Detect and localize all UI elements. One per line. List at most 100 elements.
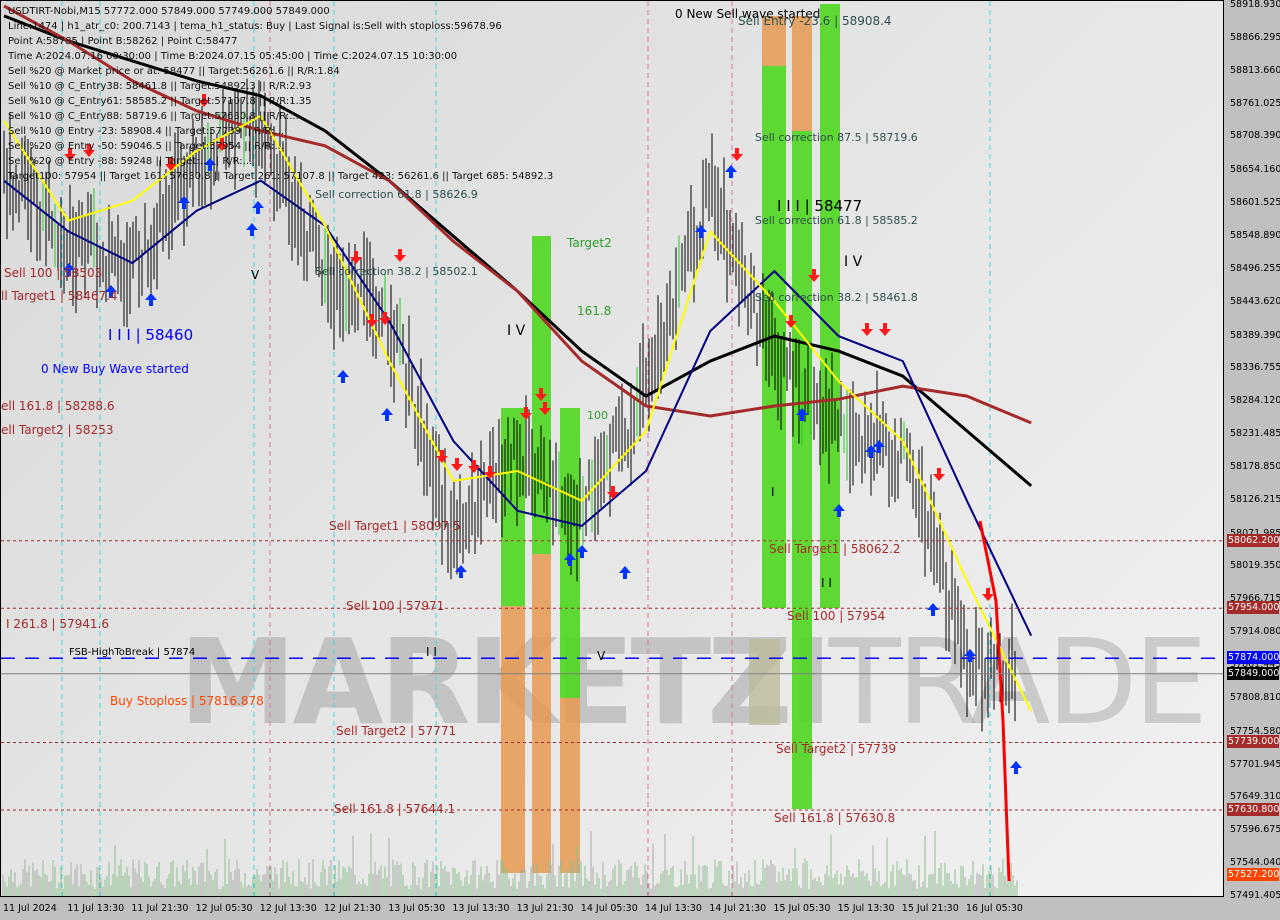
time-tick-label: 14 Jul 05:30 bbox=[580, 903, 638, 914]
time-tick-label: 13 Jul 21:30 bbox=[516, 903, 574, 914]
symbol-ohlc: USDTIRT-Nobi,M15 57772.000 57849.000 577… bbox=[8, 6, 330, 17]
price-chart bbox=[1, 1, 1223, 896]
price-level-tag: 57874.000 bbox=[1227, 651, 1280, 665]
target2-label: Target2 bbox=[567, 236, 612, 250]
price-level-tag: 57739.000 bbox=[1227, 735, 1280, 749]
level-label: Sell 161.8 | 57644.1 bbox=[334, 802, 456, 816]
chart-plot-area[interactable]: MARKETZITRADE USDTIRT-Nobi,M15 57772.000… bbox=[0, 0, 1224, 897]
price-tick-label: 58918.930 bbox=[1230, 0, 1280, 10]
sell-arrow-icon bbox=[436, 450, 448, 463]
buy-arrow-icon bbox=[204, 158, 216, 171]
buy-stoploss-label: Buy Stoploss | 57816.878 bbox=[110, 694, 264, 708]
info-panel: USDTIRT-Nobi,M15 57772.000 57849.000 577… bbox=[8, 4, 553, 184]
sell-arrow-icon bbox=[366, 314, 378, 327]
price-tick-label: 58071.985 bbox=[1230, 528, 1280, 539]
sell-arrow-icon bbox=[607, 486, 619, 499]
buy-arrow-icon bbox=[1010, 761, 1022, 774]
sell-arrow-icon bbox=[539, 402, 551, 415]
price-tick-label: 58496.255 bbox=[1230, 262, 1280, 274]
buy-arrow-icon bbox=[695, 225, 707, 238]
buy-arrow-icon bbox=[63, 263, 75, 276]
correction-label: Sell correction 87.5 | 58719.6 bbox=[755, 131, 918, 144]
price-tick-label: 57808.810 bbox=[1230, 691, 1280, 703]
target-zone bbox=[820, 4, 840, 608]
level-label: ell Target2 | 58253 bbox=[1, 423, 114, 437]
sell-arrow-icon bbox=[394, 249, 406, 262]
price-axis[interactable]: 58918.930 58866.295 58813.660 58761.025 5870… bbox=[1226, 0, 1280, 920]
level-label: Sell 161.8 | 57630.8 bbox=[774, 811, 896, 825]
moving-average-line bbox=[3, 114, 1033, 712]
sell-arrow-icon bbox=[535, 388, 547, 401]
wave-label: V bbox=[597, 649, 606, 663]
info-line: Sell %10 @ Entry -23: 58908.4 || Target:… bbox=[8, 126, 285, 137]
level-label: ell 161.8 | 58288.6 bbox=[1, 399, 115, 413]
price-level-tag: 58062.200 bbox=[1227, 533, 1280, 547]
buy-arrow-icon bbox=[619, 566, 631, 579]
info-line: Sell %10 @ C_Entry38: 58461.8 || Target:… bbox=[8, 81, 312, 92]
buy-arrow-icon bbox=[576, 545, 588, 558]
time-tick-label: 14 Jul 13:30 bbox=[645, 903, 702, 914]
level-label: Sell 100 | 58503 bbox=[4, 266, 103, 280]
price-tick-label: 58708.390 bbox=[1230, 130, 1280, 142]
price-level-tag: 57954.000 bbox=[1227, 601, 1280, 615]
sell-arrow-icon bbox=[861, 323, 873, 336]
time-tick-label: 15 Jul 21:30 bbox=[901, 903, 959, 914]
wave-label: I I I | 58477 bbox=[777, 197, 863, 215]
sell-arrow-icon bbox=[520, 407, 532, 420]
buy-arrow-icon bbox=[381, 408, 393, 421]
price-tick-label: 57754.580 bbox=[1230, 725, 1280, 737]
price-tick-label: 57491.405 bbox=[1230, 890, 1280, 901]
level-label: Sell 100 | 57971 bbox=[346, 599, 445, 613]
wave-label: I V bbox=[507, 323, 526, 339]
sell-arrow-icon bbox=[785, 315, 797, 328]
sell-arrow-icon bbox=[982, 588, 994, 601]
time-tick-label: 13 Jul 13:30 bbox=[452, 903, 510, 914]
info-line: Line:1474 | h1_atr_c0: 200.7143 | tema_h… bbox=[8, 21, 502, 32]
sell-arrow-icon bbox=[216, 138, 228, 151]
sell-arrow-icon bbox=[484, 466, 496, 479]
sell-arrow-icon bbox=[451, 458, 463, 471]
time-tick-label: 16 Jul 05:30 bbox=[966, 903, 1023, 914]
entry-zone bbox=[532, 554, 551, 873]
trend-line bbox=[978, 520, 1011, 882]
buy-arrow-icon bbox=[455, 565, 467, 578]
level-label: ll Target1 | 58467.4 bbox=[1, 289, 118, 303]
wave-label: I I bbox=[821, 576, 832, 590]
sell-arrow-icon bbox=[379, 312, 391, 325]
price-level-tag: 57527.200 bbox=[1227, 867, 1280, 881]
info-line: Sell %20 @ Entry -88: 59248 || Target:..… bbox=[8, 156, 253, 167]
price-tick-label: 58178.850 bbox=[1230, 460, 1280, 472]
level-label: I 261.8 | 57941.6 bbox=[6, 617, 110, 631]
info-line: Sell %10 @ C_Entry61: 58585.2 || Target:… bbox=[8, 96, 312, 107]
level-label: Sell Target2 | 57771 bbox=[336, 724, 457, 738]
sell-arrow-icon bbox=[198, 94, 210, 107]
time-tick-label: 13 Jul 05:30 bbox=[388, 903, 446, 914]
price-tick-label: 58126.215 bbox=[1230, 493, 1280, 505]
price-tick-label: 58336.755 bbox=[1230, 362, 1280, 374]
price-tick-label: 58654.160 bbox=[1230, 164, 1280, 176]
info-line: Time A:2024.07.16 00:30:00 | Time B:2024… bbox=[8, 51, 458, 62]
buy-arrow-icon bbox=[337, 370, 349, 383]
price-tick-label: 57914.080 bbox=[1230, 626, 1280, 638]
wave-label: I I I | 58460 bbox=[108, 326, 194, 344]
time-tick-label: 12 Jul 13:30 bbox=[259, 903, 317, 914]
sell-arrow-icon bbox=[165, 158, 177, 171]
fsb-label: FSB-HighToBreak | 57874 bbox=[69, 647, 196, 658]
buy-arrow-icon bbox=[105, 285, 117, 298]
price-tick-label: 57596.675 bbox=[1230, 824, 1280, 836]
price-tick-label: 58443.620 bbox=[1230, 295, 1280, 307]
time-tick-label: 11 Jul 21:30 bbox=[131, 903, 189, 914]
sell-arrow-icon bbox=[64, 148, 76, 161]
entry-zone bbox=[501, 606, 525, 873]
info-line: Sell %10 @ C_Entry88: 58719.6 || Target:… bbox=[8, 111, 299, 122]
moving-average-line bbox=[3, 4, 1032, 425]
correction-label: Sell correction 61.8 | 58626.9 bbox=[315, 188, 478, 201]
price-tick-label: 58284.120 bbox=[1230, 395, 1280, 407]
wave-label: I I bbox=[426, 645, 437, 659]
price-level-tag: 57630.800 bbox=[1227, 802, 1280, 816]
wave-label: I bbox=[771, 485, 775, 499]
price-level-tag: 57849.000 bbox=[1227, 666, 1280, 680]
buy-arrow-icon bbox=[833, 504, 845, 517]
price-tick-label: 57966.715 bbox=[1230, 593, 1280, 605]
level-label: Sell 100 | 57954 bbox=[787, 609, 886, 623]
